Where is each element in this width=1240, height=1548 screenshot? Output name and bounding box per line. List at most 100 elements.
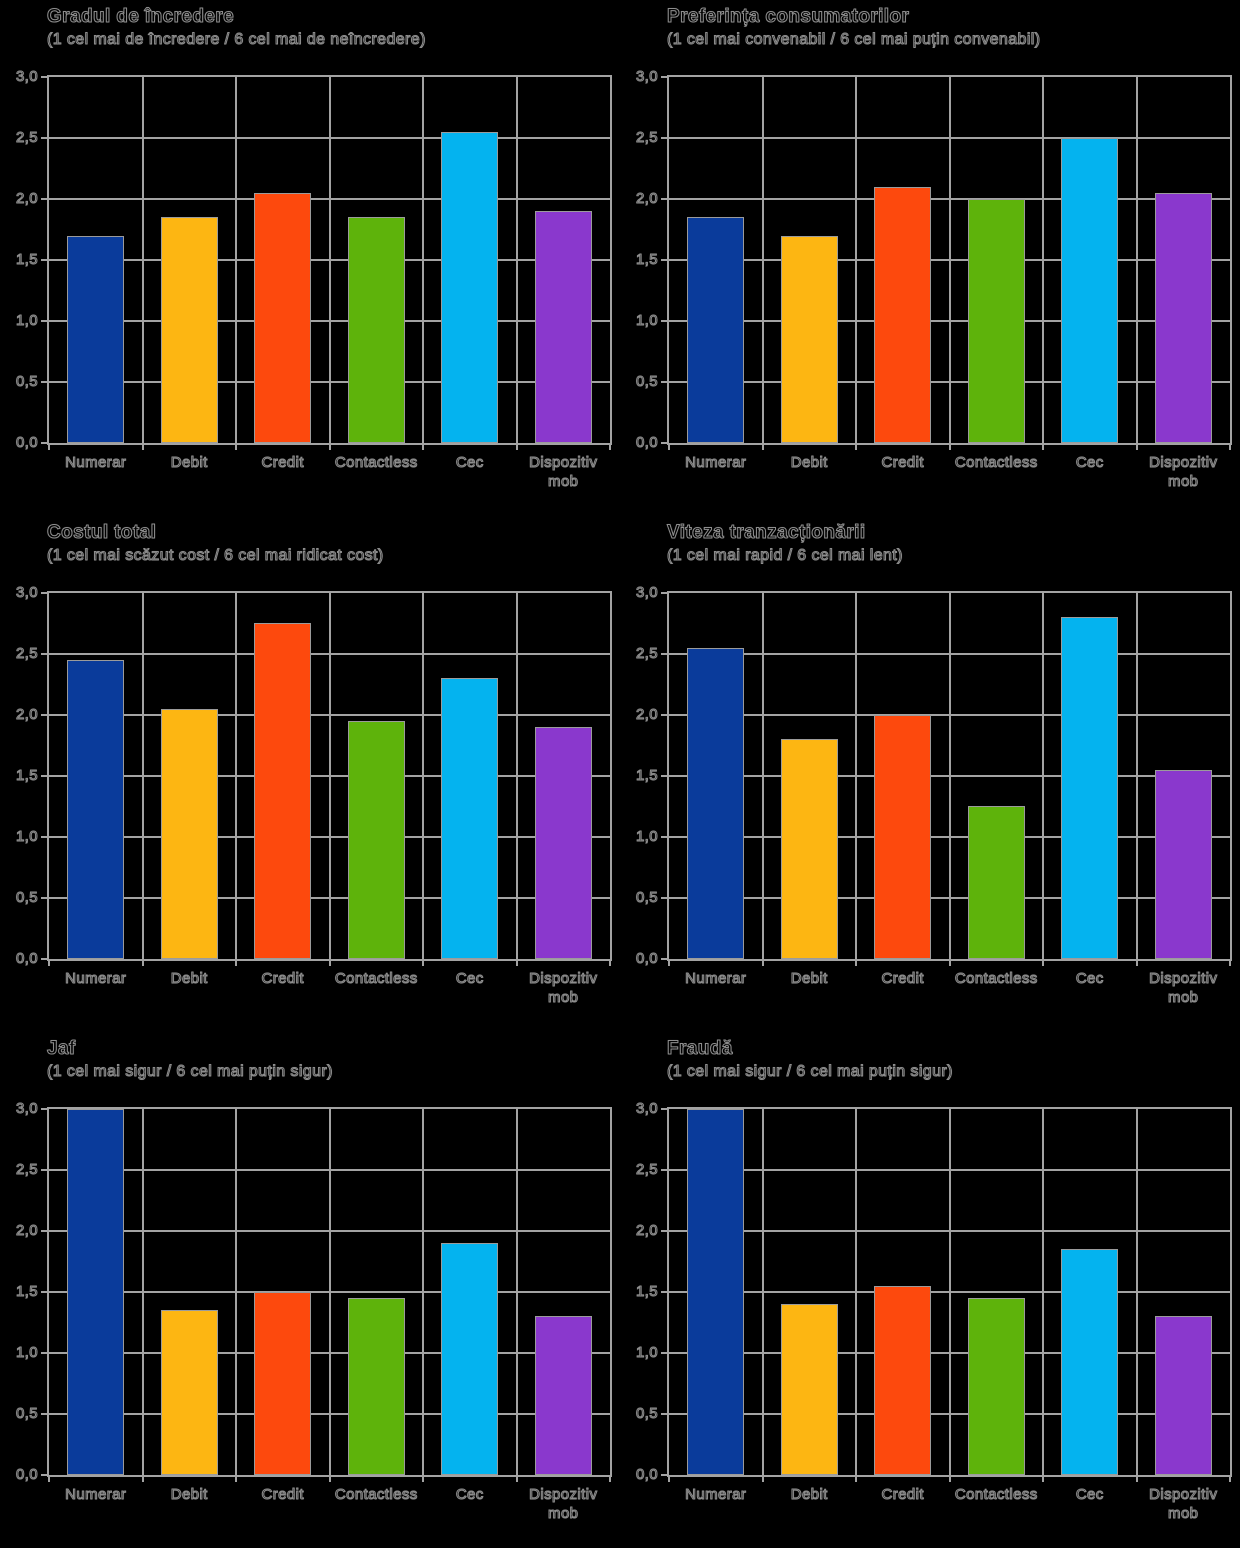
y-axis-tick-mark	[661, 1291, 667, 1293]
x-axis-category-label: Cec	[455, 1486, 484, 1504]
x-axis-category-label: Debit	[790, 454, 828, 472]
x-axis-tick-mark	[609, 445, 611, 450]
y-axis-tick-label: 0,0	[15, 1466, 38, 1484]
x-axis-category-label: Numerar	[685, 454, 747, 472]
x-axis-tick-mark	[515, 961, 518, 966]
y-axis-tick-mark	[41, 76, 47, 78]
x-axis-tick-mark	[422, 445, 424, 450]
x-axis-tick-mark	[1229, 1477, 1231, 1482]
bar-debit	[160, 709, 218, 959]
x-axis-tick-mark	[422, 961, 424, 966]
y-axis-tick-mark	[41, 836, 47, 838]
x-axis-category-label: Debit	[790, 970, 828, 988]
x-axis-category-label: Dispozitiv mob	[529, 970, 598, 1007]
bar-credit	[874, 715, 932, 959]
y-axis-tick-mark	[41, 320, 47, 322]
y-axis-tick-mark	[41, 381, 47, 383]
x-axis-category-label: Cec	[1075, 454, 1104, 472]
y-axis-tick-label: 0,0	[635, 950, 658, 968]
y-axis-tick-label: 1,0	[635, 312, 658, 330]
y-axis-tick-label: 1,5	[15, 251, 38, 269]
chart-costul-total: Costul total (1 cel mai scăzut cost / 6 c…	[0, 516, 620, 1032]
y-axis-tick-label: 2,0	[635, 1222, 658, 1240]
x-axis-tick-mark	[328, 1477, 331, 1482]
y-axis-tick-mark	[661, 1352, 667, 1354]
chart-title: Fraudă	[667, 1038, 733, 1060]
x-axis-tick-mark	[761, 1477, 764, 1482]
x-axis-category-label: Credit	[261, 970, 304, 988]
gridline-vertical	[1135, 77, 1138, 443]
x-axis-category-label: Numerar	[65, 970, 127, 988]
gridline-vertical	[422, 1109, 424, 1475]
x-axis-category-label: Cec	[455, 454, 484, 472]
x-axis-tick-mark	[48, 445, 50, 450]
gridline-vertical	[948, 77, 951, 443]
y-axis-tick-label: 2,5	[635, 645, 658, 663]
gridline-vertical	[855, 593, 857, 959]
plot-area	[47, 591, 612, 961]
gridline-vertical	[422, 593, 424, 959]
gridline-vertical	[235, 593, 237, 959]
x-axis-tick-mark	[668, 961, 670, 966]
x-axis-tick-mark	[235, 1477, 237, 1482]
y-axis-tick-label: 0,0	[15, 950, 38, 968]
y-axis-tick-label: 2,5	[635, 129, 658, 147]
gridline-vertical	[328, 77, 331, 443]
y-axis-tick-mark	[41, 198, 47, 200]
gridline-vertical	[1135, 1109, 1138, 1475]
bar-numerar	[687, 217, 745, 443]
bar-dispozitiv-mob	[534, 1316, 592, 1475]
x-axis-tick-mark	[515, 445, 518, 450]
x-axis-category-label: Debit	[170, 454, 208, 472]
x-axis-tick-mark	[48, 961, 50, 966]
bar-debit	[780, 739, 838, 959]
y-axis-tick-mark	[661, 381, 667, 383]
bar-dispozitiv-mob	[1154, 770, 1212, 959]
chart-subtitle: (1 cel mai sigur / 6 cel mai puțin sigur…	[47, 1063, 333, 1081]
bar-credit	[874, 1286, 932, 1475]
bar-contactless	[967, 806, 1025, 959]
y-axis-tick-label: 2,0	[635, 706, 658, 724]
y-axis-tick-mark	[661, 592, 667, 594]
gridline-vertical	[141, 77, 144, 443]
x-axis-tick-mark	[948, 961, 951, 966]
y-axis-tick-label: 3,0	[635, 584, 658, 602]
x-axis-tick-mark	[1042, 445, 1044, 450]
x-axis-tick-mark	[1229, 445, 1231, 450]
y-axis-tick-mark	[661, 259, 667, 261]
x-axis-category-label: Debit	[790, 1486, 828, 1504]
x-axis-tick-mark	[422, 1477, 424, 1482]
x-axis-category-label: Dispozitiv mob	[1149, 970, 1218, 1007]
bar-credit	[254, 193, 312, 443]
y-axis-tick-mark	[661, 76, 667, 78]
x-axis-category-label: Dispozitiv mob	[529, 1486, 598, 1523]
y-axis-tick-label: 0,5	[635, 373, 658, 391]
x-axis-category-label: Cec	[1075, 970, 1104, 988]
y-axis-tick-label: 0,5	[15, 889, 38, 907]
y-axis-tick-label: 1,5	[635, 767, 658, 785]
bar-contactless	[347, 217, 405, 443]
x-axis-tick-mark	[668, 445, 670, 450]
y-axis-tick-label: 1,5	[635, 1283, 658, 1301]
x-axis-tick-mark	[1135, 961, 1138, 966]
y-axis-tick-label: 1,0	[635, 1344, 658, 1362]
gridline-vertical	[235, 1109, 237, 1475]
y-axis-tick-mark	[41, 1352, 47, 1354]
x-axis-tick-mark	[1229, 961, 1231, 966]
y-axis-tick-mark	[41, 714, 47, 716]
bar-dispozitiv-mob	[1154, 1316, 1212, 1475]
x-axis-category-label: Numerar	[685, 1486, 747, 1504]
y-axis-tick-label: 2,5	[15, 1161, 38, 1179]
y-axis-tick-mark	[661, 1413, 667, 1415]
y-axis-tick-label: 2,0	[15, 706, 38, 724]
y-axis-tick-label: 0,5	[15, 373, 38, 391]
chart-gradul-de-incredere: Gradul de încredere (1 cel mai de încrede…	[0, 0, 620, 516]
x-axis-category-label: Credit	[881, 454, 924, 472]
y-axis-tick-mark	[661, 775, 667, 777]
y-axis-tick-mark	[661, 198, 667, 200]
gridline-vertical	[515, 77, 518, 443]
y-axis-tick-mark	[41, 1108, 47, 1110]
gridline-vertical	[761, 593, 764, 959]
gridline-vertical	[515, 1109, 518, 1475]
x-axis-tick-mark	[1042, 1477, 1044, 1482]
